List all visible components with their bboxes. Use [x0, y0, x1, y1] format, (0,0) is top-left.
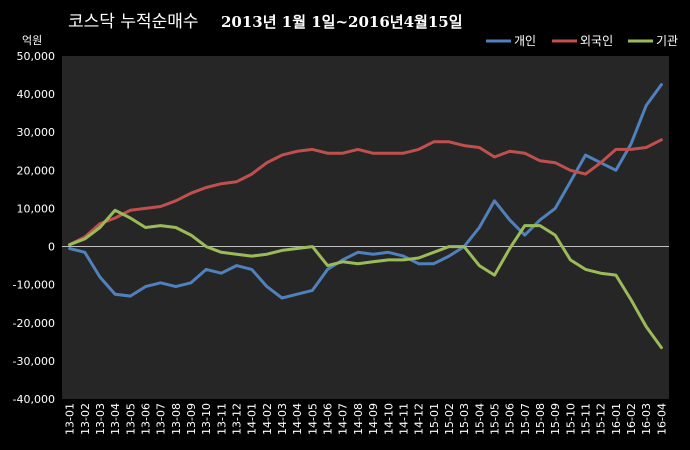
- x-tick-label: 13-06: [139, 403, 152, 435]
- series-line-foreign: [68, 138, 663, 247]
- x-tick-label: 16-01: [610, 403, 623, 435]
- x-tick-label: 13-04: [109, 403, 122, 435]
- legend-label-individual: 개인: [514, 34, 536, 48]
- legend-label-foreign: 외국인: [580, 34, 613, 48]
- x-tick-label: 15-06: [504, 403, 517, 435]
- y-tick-label: -30,000: [13, 355, 55, 368]
- y-tick-label: 10,000: [17, 202, 56, 215]
- series-lines: [68, 83, 663, 350]
- x-tick-label: 14-03: [276, 403, 289, 435]
- y-tick-label: -20,000: [13, 317, 55, 330]
- x-axis-ticks: 13-01 13-02 13-03 13-04 13-05 13-06 13-07 13-08…: [64, 403, 669, 435]
- x-tick-label: 15-12: [595, 403, 608, 435]
- x-tick-label: 14-04: [291, 403, 304, 435]
- y-tick-label: 20,000: [17, 164, 56, 177]
- x-tick-label: 16-04: [655, 403, 668, 435]
- y-tick-label: 0: [48, 241, 55, 254]
- x-tick-label: 13-03: [94, 403, 107, 435]
- x-tick-label: 16-02: [625, 403, 638, 435]
- x-tick-label: 15-02: [443, 403, 456, 435]
- x-tick-label: 13-11: [215, 403, 228, 435]
- x-tick-label: 13-08: [170, 403, 183, 435]
- y-tick-label: 40,000: [17, 88, 56, 101]
- x-tick-label: 13-05: [124, 403, 137, 435]
- y-tick-label: -10,000: [13, 279, 55, 292]
- series-line-individual: [68, 83, 663, 300]
- y-tick-label: 50,000: [17, 50, 56, 63]
- x-tick-label: 13-09: [185, 403, 198, 435]
- x-tick-label: 15-08: [534, 403, 547, 435]
- series-line-institution: [68, 208, 663, 350]
- x-tick-label: 13-12: [231, 403, 244, 435]
- legend-item-foreign: 외국인: [552, 34, 613, 48]
- x-tick-label: 16-03: [640, 403, 653, 435]
- plot-area: [62, 56, 669, 399]
- x-tick-label: 15-01: [428, 403, 441, 435]
- x-tick-label: 13-01: [64, 403, 77, 435]
- x-tick-label: 14-05: [306, 403, 319, 435]
- x-tick-label: 14-09: [367, 403, 380, 435]
- y-tick-label: 30,000: [17, 126, 56, 139]
- x-tick-label: 15-10: [564, 403, 577, 435]
- legend-label-institution: 기관: [656, 34, 678, 48]
- y-tick-label: -40,000: [13, 393, 55, 406]
- x-tick-label: 13-10: [200, 403, 213, 435]
- x-tick-label: 15-03: [458, 403, 471, 435]
- legend-item-institution: 기관: [628, 34, 678, 48]
- x-tick-label: 15-09: [549, 403, 562, 435]
- legend-item-individual: 개인: [486, 34, 536, 48]
- x-tick-label: 14-10: [382, 403, 395, 435]
- x-tick-label: 14-01: [246, 403, 259, 435]
- chart-title: 코스닥 누적순매수: [68, 12, 199, 32]
- x-tick-label: 14-12: [413, 403, 426, 435]
- x-tick-label: 14-11: [397, 403, 410, 435]
- x-tick-label: 13-02: [79, 403, 92, 435]
- x-tick-label: 14-06: [322, 403, 335, 435]
- chart-subtitle: 2013년 1월 1일~2016년4월15일: [221, 13, 463, 31]
- x-tick-label: 15-05: [488, 403, 501, 435]
- x-tick-label: 15-04: [473, 403, 486, 435]
- x-tick-label: 15-07: [519, 403, 532, 435]
- y-axis-unit: 억원: [22, 34, 42, 47]
- x-tick-label: 14-08: [352, 403, 365, 435]
- y-axis-ticks: 50,000 40,000 30,000 20,000 10,000 0 -10,000 -2…: [13, 50, 55, 406]
- x-tick-label: 15-11: [580, 403, 593, 435]
- legend: 개인 외국인 기관: [486, 34, 678, 48]
- x-tick-label: 14-07: [337, 403, 350, 435]
- x-tick-label: 14-02: [261, 403, 274, 435]
- x-tick-label: 13-07: [155, 403, 168, 435]
